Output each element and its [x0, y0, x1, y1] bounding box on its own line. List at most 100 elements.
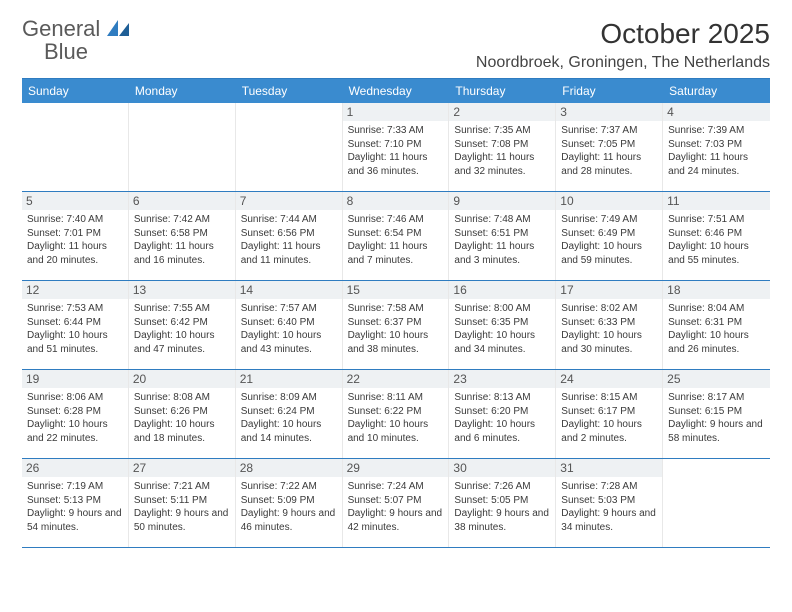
calendar-cell: 8 Sunrise: 7:46 AMSunset: 6:54 PMDaylight…: [343, 192, 450, 280]
day-info: Sunrise: 7:53 AMSunset: 6:44 PMDaylight:…: [26, 302, 124, 356]
day-info: Sunrise: 7:37 AMSunset: 7:05 PMDaylight:…: [560, 124, 658, 178]
day-number: 27: [129, 459, 235, 477]
day-number: 23: [449, 370, 555, 388]
sunset: Sunset: 5:03 PM: [561, 494, 657, 508]
sunset: Sunset: 6:17 PM: [561, 405, 657, 419]
day-number: 29: [343, 459, 449, 477]
sunrise: Sunrise: 8:08 AM: [134, 391, 230, 405]
sunrise: Sunrise: 8:02 AM: [561, 302, 657, 316]
title-block: October 2025 Noordbroek, Groningen, The …: [476, 18, 770, 72]
day-number: 26: [22, 459, 128, 477]
day-info: Sunrise: 7:46 AMSunset: 6:54 PMDaylight:…: [347, 213, 445, 267]
calendar: Sunday Monday Tuesday Wednesday Thursday…: [22, 78, 770, 548]
calendar-cell: 26 Sunrise: 7:19 AMSunset: 5:13 PMDayligh…: [22, 459, 129, 547]
day-number: 25: [663, 370, 770, 388]
day-info: Sunrise: 8:09 AMSunset: 6:24 PMDaylight:…: [240, 391, 338, 445]
calendar-cell: 22Sunrise: 8:11 AMSunset: 6:22 PMDayligh…: [343, 370, 450, 458]
calendar-cell: 25Sunrise: 8:17 AMSunset: 6:15 PMDayligh…: [663, 370, 770, 458]
day-info: Sunrise: 7:39 AMSunset: 7:03 PMDaylight:…: [667, 124, 766, 178]
sunrise: Sunrise: 8:15 AM: [561, 391, 657, 405]
daylight: Daylight: 10 hours and 10 minutes.: [348, 418, 444, 445]
sunrise: Sunrise: 7:24 AM: [348, 480, 444, 494]
sunset: Sunset: 5:05 PM: [454, 494, 550, 508]
day-number: 15: [343, 281, 449, 299]
calendar-cell: 5Sunrise: 7:40 AMSunset: 7:01 PMDaylight…: [22, 192, 129, 280]
day-info: Sunrise: 8:02 AMSunset: 6:33 PMDaylight:…: [560, 302, 658, 356]
daylight: Daylight: 11 hours and 20 minutes.: [27, 240, 123, 267]
calendar-cell: 30Sunrise: 7:26 AMSunset: 5:05 PMDayligh…: [449, 459, 556, 547]
day-info: Sunrise: 7:44 AMSunset: 6:56 PMDaylight:…: [240, 213, 338, 267]
sunrise: Sunrise: 7:53 AM: [27, 302, 123, 316]
day-number: 8: [343, 192, 449, 210]
sunset: Sunset: 6:28 PM: [27, 405, 123, 419]
daylight: Daylight: 11 hours and 3 minutes.: [454, 240, 550, 267]
sunset: Sunset: 6:22 PM: [348, 405, 444, 419]
sunrise: Sunrise: 7:58 AM: [348, 302, 444, 316]
daylight: Daylight: 11 hours and 32 minutes.: [454, 151, 550, 178]
day-number: 17: [556, 281, 662, 299]
day-number: 30: [449, 459, 555, 477]
header: General Blue October 2025 Noordbroek, Gr…: [22, 18, 770, 72]
month-title: October 2025: [476, 18, 770, 50]
dow-wednesday: Wednesday: [343, 79, 450, 103]
sunset: Sunset: 7:05 PM: [561, 138, 657, 152]
day-info: Sunrise: 7:19 AMSunset: 5:13 PMDaylight:…: [26, 480, 124, 534]
daylight: Daylight: 9 hours and 50 minutes.: [134, 507, 230, 534]
sunrise: Sunrise: 8:11 AM: [348, 391, 444, 405]
sunset: Sunset: 7:08 PM: [454, 138, 550, 152]
sunset: Sunset: 5:13 PM: [27, 494, 123, 508]
day-info: Sunrise: 8:08 AMSunset: 6:26 PMDaylight:…: [133, 391, 231, 445]
dow-friday: Friday: [556, 79, 663, 103]
day-info: Sunrise: 7:55 AMSunset: 6:42 PMDaylight:…: [133, 302, 231, 356]
daylight: Daylight: 9 hours and 58 minutes.: [668, 418, 765, 445]
sunrise: Sunrise: 7:33 AM: [348, 124, 444, 138]
week-row: 1Sunrise: 7:33 AMSunset: 7:10 PMDaylight…: [22, 103, 770, 191]
week-row: 19Sunrise: 8:06 AMSunset: 6:28 PMDayligh…: [22, 369, 770, 458]
sunrise: Sunrise: 7:35 AM: [454, 124, 550, 138]
day-info: Sunrise: 7:51 AMSunset: 6:46 PMDaylight:…: [667, 213, 766, 267]
week-row: 26 Sunrise: 7:19 AMSunset: 5:13 PMDayligh…: [22, 458, 770, 547]
sunset: Sunset: 7:10 PM: [348, 138, 444, 152]
calendar-cell: [129, 103, 236, 191]
calendar-cell: [663, 459, 770, 547]
sunset: Sunset: 6:24 PM: [241, 405, 337, 419]
daylight: Daylight: 10 hours and 38 minutes.: [348, 329, 444, 356]
daylight: Daylight: 10 hours and 6 minutes.: [454, 418, 550, 445]
daylight: Daylight: 11 hours and 11 minutes.: [241, 240, 337, 267]
daylight: Daylight: 10 hours and 51 minutes.: [27, 329, 123, 356]
day-info: Sunrise: 8:06 AMSunset: 6:28 PMDaylight:…: [26, 391, 124, 445]
sunset: Sunset: 6:33 PM: [561, 316, 657, 330]
calendar-cell: 23Sunrise: 8:13 AMSunset: 6:20 PMDayligh…: [449, 370, 556, 458]
sunrise: Sunrise: 8:13 AM: [454, 391, 550, 405]
calendar-cell: [236, 103, 343, 191]
daylight: Daylight: 9 hours and 42 minutes.: [348, 507, 444, 534]
sunset: Sunset: 6:56 PM: [241, 227, 337, 241]
day-number: 21: [236, 370, 342, 388]
day-number: 4: [663, 103, 770, 121]
logo-sail-icon: [107, 20, 129, 36]
daylight: Daylight: 10 hours and 2 minutes.: [561, 418, 657, 445]
sunrise: Sunrise: 7:22 AM: [241, 480, 337, 494]
sunset: Sunset: 6:42 PM: [134, 316, 230, 330]
sunrise: Sunrise: 8:06 AM: [27, 391, 123, 405]
daylight: Daylight: 11 hours and 16 minutes.: [134, 240, 230, 267]
day-number: 18: [663, 281, 770, 299]
sunset: Sunset: 6:49 PM: [561, 227, 657, 241]
sunrise: Sunrise: 7:42 AM: [134, 213, 230, 227]
day-info: Sunrise: 8:11 AMSunset: 6:22 PMDaylight:…: [347, 391, 445, 445]
calendar-cell: 28Sunrise: 7:22 AMSunset: 5:09 PMDayligh…: [236, 459, 343, 547]
calendar-cell: 10Sunrise: 7:49 AMSunset: 6:49 PMDayligh…: [556, 192, 663, 280]
sunset: Sunset: 7:01 PM: [27, 227, 123, 241]
day-number: 10: [556, 192, 662, 210]
day-number: 31: [556, 459, 662, 477]
day-number: 7: [236, 192, 342, 210]
calendar-cell: 4 Sunrise: 7:39 AMSunset: 7:03 PMDaylight…: [663, 103, 770, 191]
daylight: Daylight: 10 hours and 55 minutes.: [668, 240, 765, 267]
sunrise: Sunrise: 7:48 AM: [454, 213, 550, 227]
calendar-cell: 2Sunrise: 7:35 AMSunset: 7:08 PMDaylight…: [449, 103, 556, 191]
calendar-cell: 11Sunrise: 7:51 AMSunset: 6:46 PMDayligh…: [663, 192, 770, 280]
day-info: Sunrise: 7:42 AMSunset: 6:58 PMDaylight:…: [133, 213, 231, 267]
daylight: Daylight: 9 hours and 38 minutes.: [454, 507, 550, 534]
dow-row: Sunday Monday Tuesday Wednesday Thursday…: [22, 79, 770, 103]
daylight: Daylight: 11 hours and 36 minutes.: [348, 151, 444, 178]
